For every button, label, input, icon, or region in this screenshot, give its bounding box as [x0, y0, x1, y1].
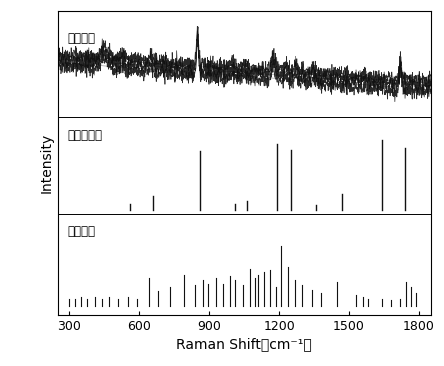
- X-axis label: Raman Shift（cm⁻¹）: Raman Shift（cm⁻¹）: [176, 337, 312, 351]
- Text: 本发明算法: 本发明算法: [67, 128, 102, 142]
- Y-axis label: Intensity: Intensity: [40, 133, 54, 193]
- Text: 常规算法: 常规算法: [67, 225, 95, 238]
- Text: 原始谱图: 原始谱图: [67, 32, 95, 45]
